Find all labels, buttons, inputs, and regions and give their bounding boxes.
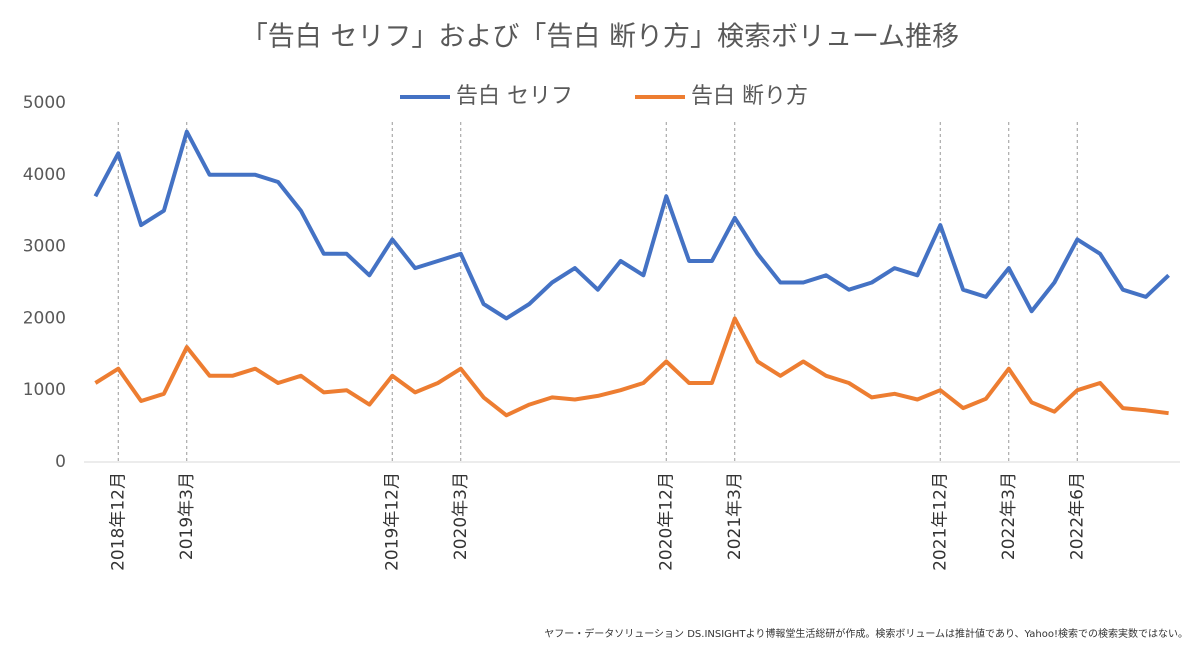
x-tick-label: 2020年12月: [656, 472, 676, 571]
x-tick-label: 2021年12月: [930, 472, 950, 571]
legend-label: 告白 断り方: [691, 84, 808, 109]
y-tick-label: 4000: [23, 165, 66, 185]
y-tick-label: 0: [55, 452, 66, 472]
x-tick-label: 2020年3月: [451, 472, 471, 560]
x-tick-label: 2022年3月: [999, 472, 1019, 560]
x-tick-label: 2019年3月: [177, 472, 197, 560]
y-tick-label: 2000: [23, 308, 66, 328]
y-tick-label: 3000: [23, 237, 66, 257]
legend-label: 告白 セリフ: [456, 84, 573, 109]
footnote: ヤフー・データソリューション DS.INSIGHTより博報堂生活総研が作成。検索…: [544, 627, 1188, 640]
x-tick-label: 2021年3月: [725, 472, 745, 560]
x-tick-label: 2019年12月: [382, 472, 402, 571]
y-tick-label: 1000: [23, 380, 66, 400]
chart-title: 「告白 セリフ」および「告白 断り方」検索ボリューム推移: [241, 22, 959, 53]
series-line: [94, 316, 1169, 418]
x-tick-label: 2022年6月: [1067, 472, 1087, 560]
y-tick-label: 5000: [23, 93, 66, 113]
x-tick-label: 2018年12月: [108, 472, 128, 571]
series-line: [93, 129, 1170, 321]
